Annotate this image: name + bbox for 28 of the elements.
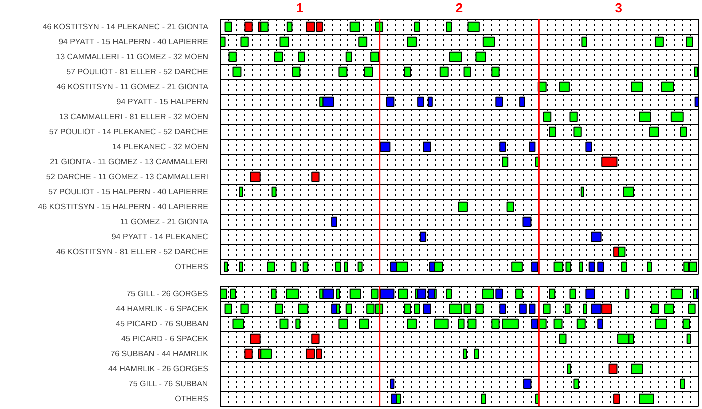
y-tick-label: 44 HAMRLIK - 6 SPACEK xyxy=(116,304,210,314)
y-tick-label: 75 GILL - 76 SUBBAN xyxy=(128,380,208,388)
y-tick-label: 45 PICARD - 76 SUBBAN xyxy=(116,320,209,328)
y-tick-label: 44 HAMRLIK - 26 GORGES xyxy=(108,364,208,374)
y-tick-label: 76 SUBBAN - 44 HAMRLIK xyxy=(110,350,210,358)
y-tick-label: 14 PLEKANEC - 32 MOEN xyxy=(112,142,209,152)
y-tick-label: 57 POULIOT - 14 PLEKANEC - 52 DARCHE xyxy=(49,128,208,136)
y-tick-label: 11 GOMEZ - 21 GIONTA xyxy=(120,218,210,226)
y-tick-label: 94 PYATT - 14 PLEKANEC xyxy=(112,232,209,242)
y-tick-label: 46 KOSTITSYN - 81 ELLER - 52 DARCHE xyxy=(56,248,209,256)
y-tick-label: 52 DARCHE - 11 GOMEZ - 13 CAMMALLERI xyxy=(46,172,209,182)
y-tick-label: 57 POULIOT - 15 HALPERN - 40 LAPIERRE xyxy=(48,188,208,196)
y-tick-label: 13 CAMMALLERI - 81 ELLER - 32 MOEN xyxy=(60,112,209,122)
y-tick-label: 75 GILL - 26 GORGES xyxy=(126,290,208,298)
y-tick-label: 46 KOSTITSYN - 14 PLEKANEC - 21 GIONTA xyxy=(42,22,210,32)
y-tick-label: 94 PYATT - 15 HALPERN xyxy=(116,98,209,106)
y-tick-label: 57 POULIOT - 81 ELLER - 52 DARCHE xyxy=(66,68,208,76)
y-tick-label: OTHERS xyxy=(175,262,209,272)
x-tick-label: 1 xyxy=(296,0,304,16)
y-tick-label: 46 KOSTITSYN - 11 GOMEZ - 21 GIONTA xyxy=(56,82,210,92)
y-tick-label: 13 CAMMALLERI - 11 GOMEZ - 32 MOEN xyxy=(56,52,209,62)
x-tick-label: 3 xyxy=(615,0,622,16)
y-tick-label: OTHERS xyxy=(175,394,209,404)
y-tick-label: 46 KOSTITSYN - 15 HALPERN - 40 LAPIERRE xyxy=(38,202,208,212)
y-tick-label: 45 PICARD - 6 SPACEK xyxy=(122,334,210,344)
y-tick-label: 21 GIONTA - 11 GOMEZ - 13 CAMMALLERI xyxy=(50,158,208,166)
y-tick-label: 94 PYATT - 15 HALPERN - 40 LAPIERRE xyxy=(58,38,208,46)
x-tick-label: 2 xyxy=(456,0,464,16)
